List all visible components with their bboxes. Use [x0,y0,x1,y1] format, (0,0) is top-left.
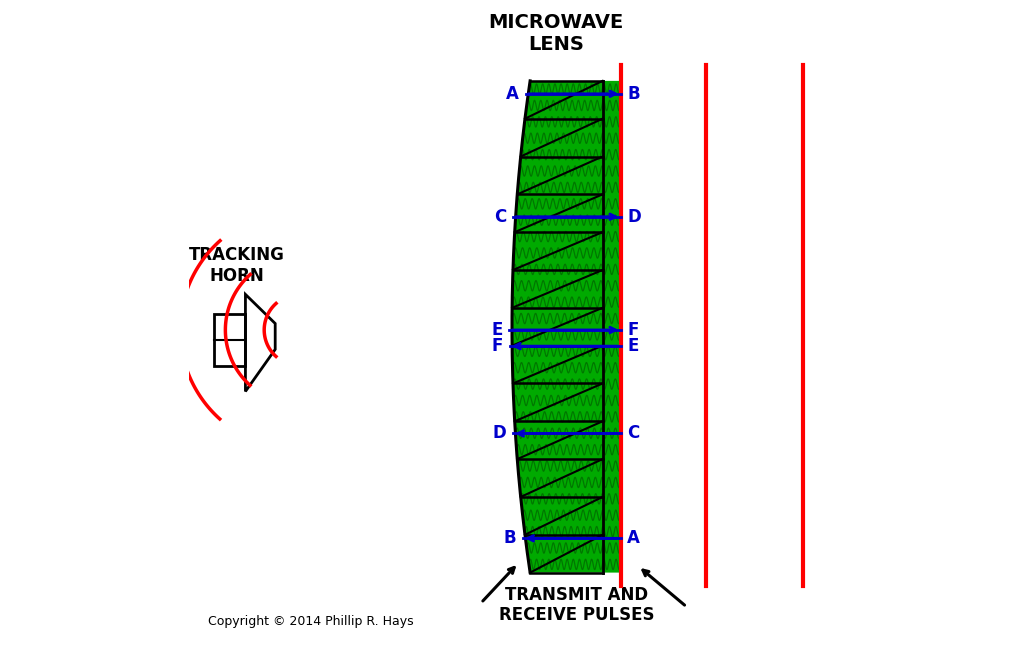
Text: B: B [627,85,640,103]
Text: D: D [493,424,506,443]
Text: A: A [627,529,640,547]
Text: F: F [492,337,503,355]
Text: A: A [506,85,519,103]
Text: B: B [504,529,516,547]
Text: Copyright © 2014 Phillip R. Hays: Copyright © 2014 Phillip R. Hays [208,615,414,628]
Text: TRACKING
HORN: TRACKING HORN [189,246,285,285]
Text: E: E [492,321,503,339]
Text: D: D [627,208,641,226]
Text: C: C [627,424,639,443]
Text: MICROWAVE
LENS: MICROWAVE LENS [488,13,624,54]
Text: TRANSMIT AND
RECEIVE PULSES: TRANSMIT AND RECEIVE PULSES [499,586,654,624]
Text: C: C [495,208,507,226]
Polygon shape [512,81,621,573]
Text: F: F [627,321,639,339]
Text: E: E [627,337,639,355]
